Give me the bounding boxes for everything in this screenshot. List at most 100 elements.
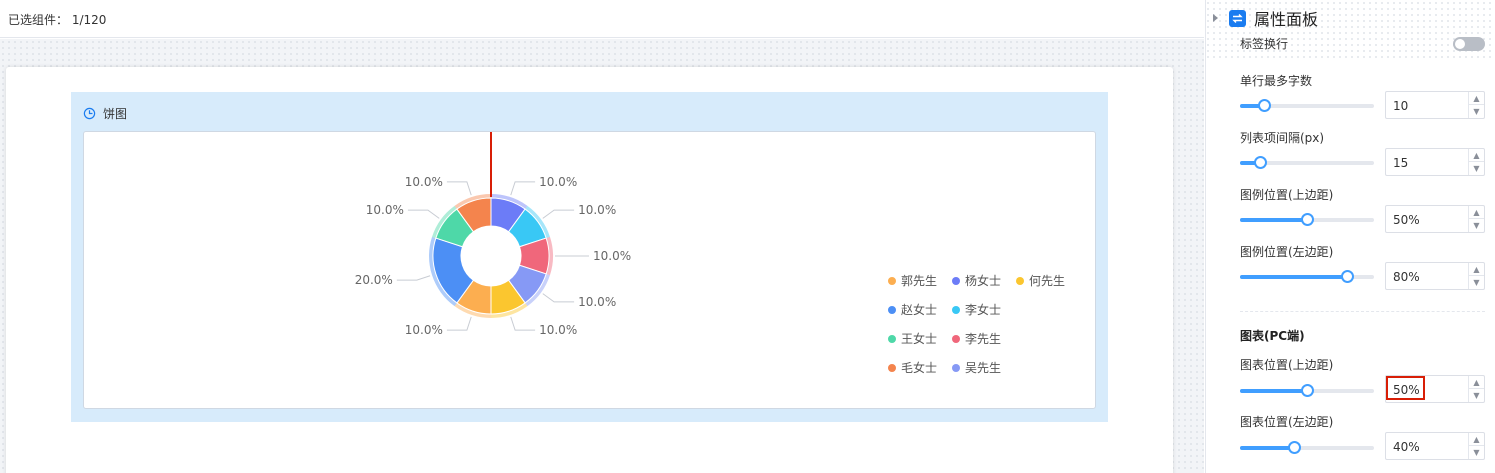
pie-slice-ring	[454, 194, 491, 210]
slice-data-label: 10.0%	[578, 295, 616, 309]
panel-title[interactable]: 属性面板	[1213, 8, 1319, 29]
pie-slice-ring	[429, 236, 457, 307]
legend-label[interactable]: 赵女士	[901, 302, 937, 317]
legend-label[interactable]: 杨女士	[965, 273, 1001, 288]
slider-handle[interactable]	[1301, 213, 1314, 226]
legend-label[interactable]: 何先生	[1029, 274, 1065, 288]
label-leader-line	[446, 316, 472, 331]
legend-marker[interactable]	[952, 364, 960, 372]
pie-chart: 10.0%10.0%10.0%10.0%10.0%10.0%20.0%10.0%…	[355, 175, 1065, 375]
pie-slice[interactable]	[456, 197, 492, 233]
increment-icon[interactable]: ▲	[1469, 149, 1484, 162]
increment-icon[interactable]: ▲	[1469, 263, 1484, 276]
legend-marker[interactable]	[952, 335, 960, 343]
section-title: 图表(PC端)	[1240, 329, 1305, 343]
chart-top-slider[interactable]	[1240, 384, 1374, 397]
legend-top-input[interactable]: 50% ▲ ▼	[1385, 205, 1485, 233]
increment-icon[interactable]: ▲	[1469, 433, 1484, 446]
label-leader-line	[396, 275, 431, 281]
widget-header: 饼图	[83, 104, 127, 122]
legend-top-label: 图例位置(上边距)	[1240, 188, 1334, 202]
pie-slice-ring	[491, 194, 528, 210]
legend-left-input[interactable]: 80% ▲ ▼	[1385, 262, 1485, 290]
chart-area[interactable]: 10.0% 10.0% 10.0% 10.0% 10.0% 10.0% 20.0% 10.0%…	[83, 131, 1096, 409]
slice-data-label: 10.0%	[578, 203, 616, 217]
item-gap-input[interactable]: 15 ▲ ▼	[1385, 148, 1485, 176]
legend-marker[interactable]	[1016, 277, 1024, 285]
decrement-icon[interactable]: ▼	[1473, 221, 1480, 230]
label-leader-line	[510, 181, 536, 196]
decrement-icon[interactable]: ▼	[1473, 164, 1480, 173]
decrement-icon[interactable]: ▼	[1473, 107, 1480, 116]
max-chars-label: 单行最多字数	[1240, 74, 1313, 88]
increment-icon[interactable]: ▲	[1469, 206, 1484, 219]
item-gap-slider[interactable]	[1240, 156, 1374, 169]
chart-left-label: 图表位置(左边距)	[1240, 415, 1334, 429]
pie-slice-ring	[491, 302, 528, 318]
top-toolbar: 已选组件： 1/120	[0, 0, 1204, 38]
legend-top-slider[interactable]	[1240, 213, 1374, 226]
slice-data-label: 10.0%	[593, 249, 631, 263]
slice-data-label: 10.0%	[405, 175, 443, 189]
widget-title: 饼图	[103, 106, 128, 121]
panel-title-label: 属性面板	[1254, 10, 1319, 29]
legend-label[interactable]: 吴先生	[965, 361, 1001, 375]
label-leader-line	[407, 209, 440, 219]
legend-label[interactable]: 王女士	[901, 331, 937, 346]
decrement-icon[interactable]: ▼	[1473, 448, 1480, 457]
legend-label[interactable]: 毛女士	[901, 360, 937, 375]
legend-marker[interactable]	[888, 277, 896, 285]
increment-icon[interactable]: ▲	[1469, 376, 1484, 389]
slice-data-label: 10.0%	[539, 323, 577, 337]
slider-handle[interactable]	[1287, 441, 1301, 454]
slider-handle[interactable]	[1258, 99, 1272, 112]
slice-data-label: 10.0%	[405, 323, 443, 337]
legend-left-label: 图例位置(左边距)	[1240, 245, 1334, 259]
label-leader-line	[542, 209, 575, 219]
panel-header-background	[1205, 0, 1495, 62]
drag-guide-line	[490, 132, 492, 197]
slice-data-label: 10.0%	[539, 175, 577, 189]
section-divider	[1240, 311, 1485, 312]
item-gap-label: 列表项间隔(px)	[1240, 131, 1325, 145]
input-value[interactable]: 15	[1393, 156, 1409, 170]
legend-label[interactable]: 李先生	[965, 331, 1001, 346]
legend-left-slider[interactable]	[1240, 270, 1374, 283]
slider-handle[interactable]	[1301, 384, 1314, 397]
label-leader-line	[446, 181, 472, 196]
legend-marker[interactable]	[952, 306, 960, 314]
label-wrap-toggle[interactable]	[1453, 37, 1485, 51]
pie-chart-icon	[83, 107, 96, 119]
legend-marker[interactable]	[888, 364, 896, 372]
legend-marker[interactable]	[888, 306, 896, 314]
chart-top-input[interactable]: 50% ▲ ▼	[1385, 375, 1485, 403]
slice-data-label: 20.0%	[355, 273, 393, 287]
input-value[interactable]: 50%	[1393, 383, 1420, 397]
chart-top-label: 图表位置(上边距)	[1240, 358, 1334, 372]
chart-left-slider[interactable]	[1240, 441, 1374, 454]
selected-count: 已选组件： 1/120	[8, 13, 107, 27]
label-leader-line	[542, 293, 575, 303]
legend-marker[interactable]	[888, 335, 896, 343]
increment-icon[interactable]: ▲	[1469, 92, 1484, 105]
input-value[interactable]: 50%	[1393, 213, 1420, 227]
highlight-box	[1386, 376, 1425, 400]
label-wrap-label: 标签换行	[1240, 37, 1289, 51]
decrement-icon[interactable]: ▼	[1473, 278, 1480, 287]
label-leader-line	[510, 316, 536, 331]
decrement-icon[interactable]: ▼	[1473, 391, 1480, 400]
legend-label[interactable]: 郭先生	[901, 274, 937, 288]
input-value[interactable]: 80%	[1393, 270, 1420, 284]
input-value[interactable]: 40%	[1393, 440, 1420, 454]
expand-caret-icon[interactable]	[1213, 14, 1218, 22]
pie-chart-widget[interactable]: 饼图 10.0% 10.0% 10.0% 10.0% 10.0% 10.0% 20.0% 10…	[71, 92, 1108, 422]
slider-handle[interactable]	[1341, 270, 1355, 283]
legend-marker[interactable]	[952, 277, 960, 285]
max-chars-input[interactable]: 10 ▲ ▼	[1385, 91, 1485, 119]
max-chars-slider[interactable]	[1240, 99, 1374, 112]
chart-left-input[interactable]: 40% ▲ ▼	[1385, 432, 1485, 460]
legend-label[interactable]: 李女士	[965, 302, 1001, 317]
pie-slice-ring	[546, 236, 553, 276]
slider-handle[interactable]	[1254, 156, 1268, 169]
input-value[interactable]: 10	[1393, 99, 1409, 113]
